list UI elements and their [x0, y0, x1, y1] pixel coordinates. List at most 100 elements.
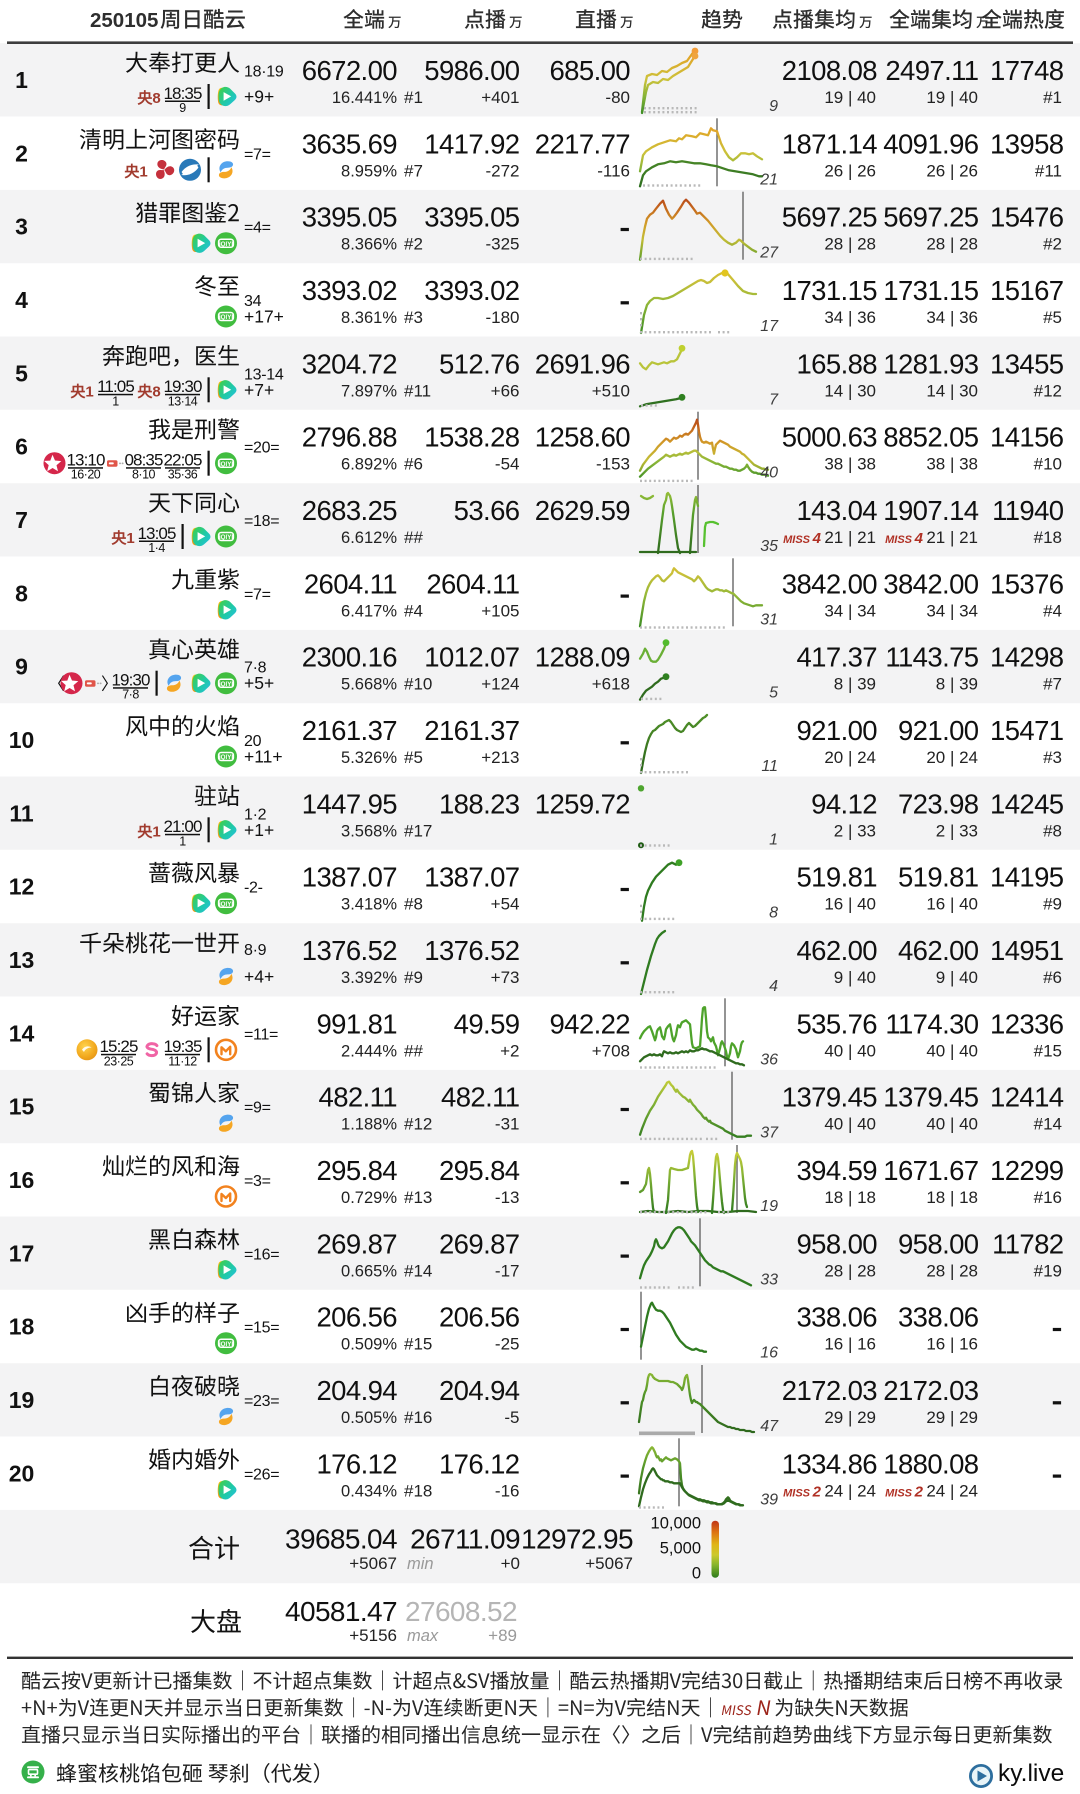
svg-text:8·10: 8·10	[132, 468, 156, 482]
svg-text:+5067: +5067	[349, 1554, 397, 1573]
svg-text:206.56: 206.56	[439, 1302, 520, 1333]
svg-text:1288.09: 1288.09	[535, 642, 630, 673]
svg-text:央1: 央1	[124, 162, 147, 180]
svg-text:2217.77: 2217.77	[535, 128, 630, 159]
svg-text:+708: +708	[592, 1041, 630, 1060]
svg-text:29 | 29: 29 | 29	[926, 1408, 978, 1427]
svg-text:1143.75: 1143.75	[885, 642, 978, 673]
svg-text:1259.72: 1259.72	[535, 788, 630, 819]
svg-text:+510: +510	[592, 381, 630, 400]
svg-text:17748: 17748	[990, 55, 1064, 86]
svg-text:21 | 21: 21 | 21	[926, 528, 978, 547]
svg-text:6.892%: 6.892%	[341, 456, 397, 474]
svg-text:40581.47: 40581.47	[285, 1596, 397, 1627]
svg-text:1·2: 1·2	[244, 806, 267, 823]
svg-text:8852.05: 8852.05	[883, 422, 979, 453]
svg-text:15476: 15476	[990, 202, 1064, 233]
svg-text:央1: 央1	[70, 382, 93, 400]
svg-text:10,000: 10,000	[651, 1515, 701, 1533]
svg-text:#14: #14	[1034, 1115, 1062, 1134]
svg-text:3.418%: 3.418%	[341, 896, 397, 914]
svg-text:7: 7	[769, 391, 779, 408]
svg-text:15376: 15376	[990, 568, 1064, 599]
svg-text:1671.67: 1671.67	[883, 1155, 978, 1186]
svg-text:#15: #15	[1034, 1041, 1062, 1060]
svg-text:295.84: 295.84	[316, 1155, 397, 1186]
svg-text:27608.52: 27608.52	[405, 1596, 517, 1627]
svg-text:6.417%: 6.417%	[341, 602, 397, 620]
svg-text:5,000: 5,000	[660, 1540, 701, 1558]
svg-text:5.668%: 5.668%	[341, 676, 397, 694]
svg-text:#1: #1	[1043, 88, 1062, 107]
svg-text:1379.45: 1379.45	[782, 1082, 878, 1113]
svg-text:22:05: 22:05	[163, 451, 201, 470]
svg-text:+5+: +5+	[244, 673, 274, 693]
svg-text:8 | 39: 8 | 39	[936, 675, 978, 694]
svg-text:1731.15: 1731.15	[883, 275, 979, 306]
svg-text:08:35: 08:35	[124, 451, 162, 470]
svg-text:=11=: =11=	[244, 1026, 278, 1043]
svg-text:14 | 30: 14 | 30	[926, 381, 978, 400]
svg-text:16·20: 16·20	[71, 468, 101, 482]
svg-text:+73: +73	[491, 968, 520, 987]
svg-text:ky.live: ky.live	[998, 1760, 1064, 1787]
svg-text:-325: -325	[485, 235, 519, 254]
svg-text:11·12: 11·12	[168, 1054, 197, 1068]
svg-text:2108.08: 2108.08	[782, 55, 878, 86]
svg-text:#8: #8	[404, 895, 423, 914]
svg-text:1880.08: 1880.08	[883, 1448, 979, 1479]
svg-text:15471: 15471	[990, 715, 1063, 746]
svg-text:23·25: 23·25	[104, 1054, 134, 1068]
svg-text:+54: +54	[491, 895, 520, 914]
svg-text:13·14: 13·14	[168, 394, 198, 408]
svg-text:8: 8	[15, 580, 28, 606]
svg-text:央1: 央1	[111, 529, 134, 547]
svg-text:MISS: MISS	[885, 534, 913, 546]
svg-text:188.23: 188.23	[439, 788, 520, 819]
svg-text:=23=: =23=	[244, 1393, 279, 1410]
svg-text:18: 18	[9, 1314, 35, 1340]
svg-text:20: 20	[9, 1460, 35, 1486]
svg-text:央1: 央1	[137, 822, 160, 840]
svg-text:#16: #16	[404, 1408, 432, 1427]
svg-text:33: 33	[760, 1271, 778, 1288]
svg-text:1417.92: 1417.92	[424, 128, 519, 159]
svg-text:=16=: =16=	[244, 1246, 279, 1263]
svg-text:3635.69: 3635.69	[302, 128, 397, 159]
svg-text:11: 11	[9, 800, 34, 826]
svg-text:+105: +105	[481, 601, 519, 620]
svg-text:3395.05: 3395.05	[424, 202, 520, 233]
svg-text:#9: #9	[1043, 895, 1062, 914]
svg-text:40: 40	[760, 465, 778, 482]
svg-text:=7=: =7=	[244, 586, 271, 603]
svg-text:28 | 28: 28 | 28	[824, 1261, 876, 1280]
svg-text:16.441%: 16.441%	[332, 89, 397, 107]
svg-text:#6: #6	[404, 455, 423, 474]
svg-text:19: 19	[760, 1198, 778, 1215]
svg-text:39685.04: 39685.04	[285, 1524, 397, 1555]
svg-text:8.361%: 8.361%	[341, 309, 397, 327]
svg-text:1334.86: 1334.86	[782, 1448, 878, 1479]
svg-text:1376.52: 1376.52	[424, 935, 519, 966]
svg-text:9: 9	[179, 101, 186, 115]
svg-text:535.76: 535.76	[796, 1008, 877, 1039]
svg-text:3: 3	[15, 214, 28, 240]
svg-text:942.22: 942.22	[549, 1008, 630, 1039]
svg-text:18 | 18: 18 | 18	[926, 1188, 978, 1207]
svg-text:28 | 28: 28 | 28	[926, 1261, 978, 1280]
svg-text:19:35: 19:35	[163, 1037, 201, 1056]
svg-text:1387.07: 1387.07	[302, 862, 397, 893]
svg-text:28 | 28: 28 | 28	[926, 235, 978, 254]
svg-text:12336: 12336	[990, 1008, 1064, 1039]
svg-text:5.326%: 5.326%	[341, 749, 397, 767]
svg-text:34 | 36: 34 | 36	[926, 308, 978, 327]
svg-text:2161.37: 2161.37	[424, 715, 519, 746]
svg-text:6.612%: 6.612%	[341, 529, 397, 547]
svg-text:0: 0	[692, 1565, 701, 1583]
svg-text:19: 19	[9, 1387, 35, 1413]
svg-text:0.665%: 0.665%	[341, 1262, 397, 1280]
svg-text:8.959%: 8.959%	[341, 162, 397, 180]
svg-text:11940: 11940	[992, 495, 1064, 526]
svg-text:16 | 40: 16 | 40	[926, 895, 978, 914]
svg-text:24 | 24: 24 | 24	[824, 1481, 876, 1500]
